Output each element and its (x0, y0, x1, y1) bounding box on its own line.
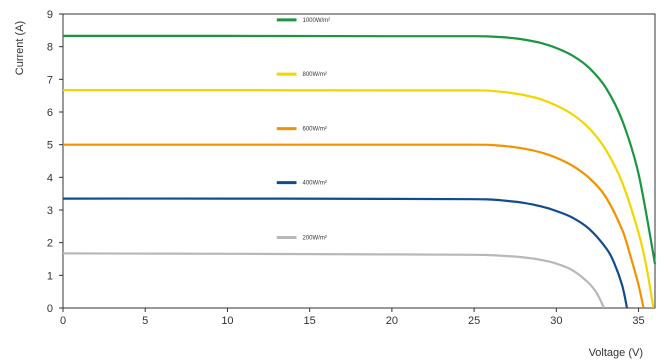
series-line-0 (63, 34, 657, 265)
x-tick-label: 20 (386, 315, 398, 327)
y-axis-title: Current (A) (14, 21, 26, 75)
legend-label: 400W/m² (303, 181, 327, 187)
plot-frame (62, 13, 656, 309)
x-tick-label: 30 (550, 315, 562, 327)
x-tick-label: 25 (468, 315, 480, 327)
series-line-2 (63, 143, 645, 308)
series-line-1 (63, 88, 655, 308)
series-line-4 (63, 252, 605, 308)
y-tick-label: 7 (47, 74, 53, 86)
x-tick-label: 5 (142, 315, 148, 327)
legend: 1000W/m² 800W/m² 600W/m² 400W/m² 200W/m² (276, 18, 331, 241)
y-tick-label: 9 (47, 9, 53, 21)
x-tick-label: 10 (221, 315, 233, 327)
y-tick-label: 1 (47, 270, 53, 282)
legend-label: 1000W/m² (303, 18, 331, 24)
x-tick-label: 15 (304, 315, 316, 327)
legend-label: 800W/m² (303, 72, 327, 78)
y-tick-label: 5 (47, 140, 53, 152)
y-tick-label: 3 (47, 205, 53, 217)
legend-label: 600W/m² (303, 127, 327, 133)
x-axis-title: Voltage (V) (589, 347, 643, 359)
x-tick-label: 0 (60, 315, 66, 327)
y-tick-label: 0 (47, 303, 53, 315)
series-line-3 (63, 197, 629, 308)
y-tick-label: 4 (47, 172, 53, 184)
y-tick-label: 2 (47, 238, 53, 250)
axes: 0 5 10 15 20 25 30 35 0 1 2 3 4 5 6 7 8 9 (47, 9, 656, 327)
x-tick-label: 35 (632, 315, 644, 327)
series-layer (63, 34, 657, 308)
y-tick-label: 6 (47, 107, 53, 119)
y-tick-label: 8 (47, 42, 53, 54)
legend-label: 200W/m² (303, 235, 327, 241)
